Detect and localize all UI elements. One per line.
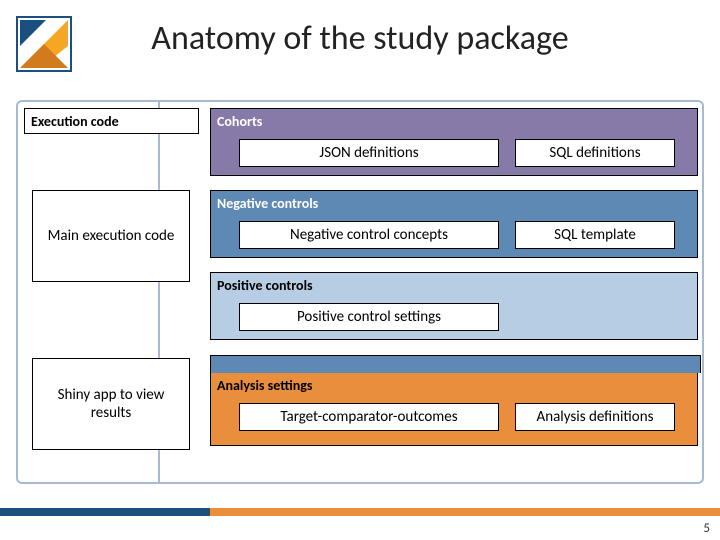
cohorts-json-chip: JSON definitions	[239, 139, 499, 167]
analysis-title: Analysis settings	[211, 373, 697, 397]
main-execution-code-box: Main execution code	[32, 190, 190, 282]
cohorts-section: Cohorts JSON definitions SQL definitions	[210, 108, 698, 176]
posctrl-settings-chip: Positive control settings	[239, 303, 499, 331]
positive-controls-section: Positive controls Positive control setti…	[210, 272, 698, 340]
shiny-app-box: Shiny app to view results	[32, 358, 190, 450]
positive-controls-title: Positive controls	[211, 273, 697, 297]
cohorts-sql-chip: SQL definitions	[515, 139, 675, 167]
negative-controls-title: Negative controls	[211, 191, 697, 215]
analysis-section: Analysis settings Target-comparator-outc…	[210, 372, 698, 446]
execution-code-header: Execution code	[24, 108, 199, 134]
cohorts-title: Cohorts	[211, 109, 697, 133]
analysis-tco-chip: Target-comparator-outcomes	[239, 403, 499, 431]
negctrl-sql-chip: SQL template	[515, 221, 675, 249]
page-number: 5	[703, 521, 710, 536]
page-title: Anatomy of the study package	[0, 18, 720, 59]
footer-bar	[0, 508, 720, 516]
negctrl-concepts-chip: Negative control concepts	[239, 221, 499, 249]
analysis-defs-chip: Analysis definitions	[515, 403, 675, 431]
negative-controls-section: Negative controls Negative control conce…	[210, 190, 698, 258]
